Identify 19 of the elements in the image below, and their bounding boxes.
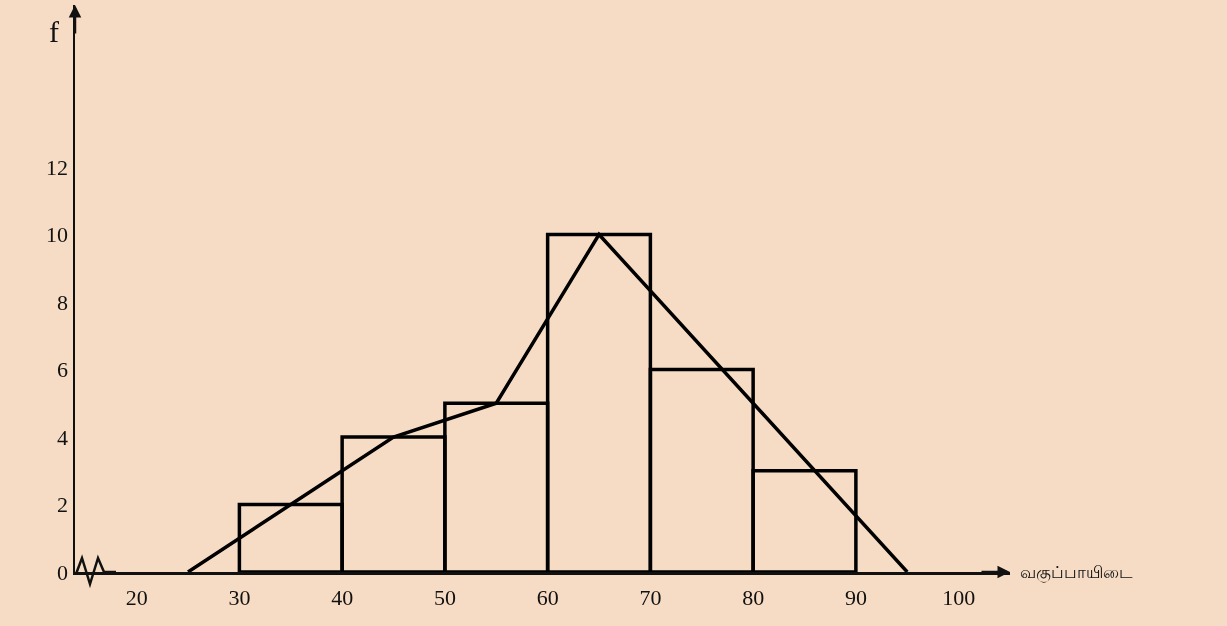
y-tick-label: 4 — [57, 424, 69, 450]
x-tick-label: 30 — [228, 584, 251, 610]
y-tick-label: 8 — [57, 289, 69, 315]
x-tick-label: 80 — [742, 584, 765, 610]
x-tick-label: 20 — [125, 584, 148, 610]
x-axis-title: வகுப்பாயிடை — [1020, 562, 1133, 583]
y-tick-label: 10 — [46, 222, 69, 248]
line-series — [186, 232, 909, 572]
x-tick-label: 60 — [536, 584, 559, 610]
y-tick-label: 6 — [57, 357, 69, 383]
x-tick-label: 90 — [844, 584, 867, 610]
x-tick-label: 40 — [331, 584, 354, 610]
x-tick-label: 100 — [942, 584, 976, 610]
y-tick-label: 2 — [57, 492, 69, 518]
x-tick-label: 70 — [639, 584, 662, 610]
x-tick-label: 50 — [433, 584, 456, 610]
y-tick-label: 12 — [46, 154, 69, 180]
y-tick-label: 0 — [57, 559, 69, 585]
y-axis-title: f — [49, 15, 59, 48]
